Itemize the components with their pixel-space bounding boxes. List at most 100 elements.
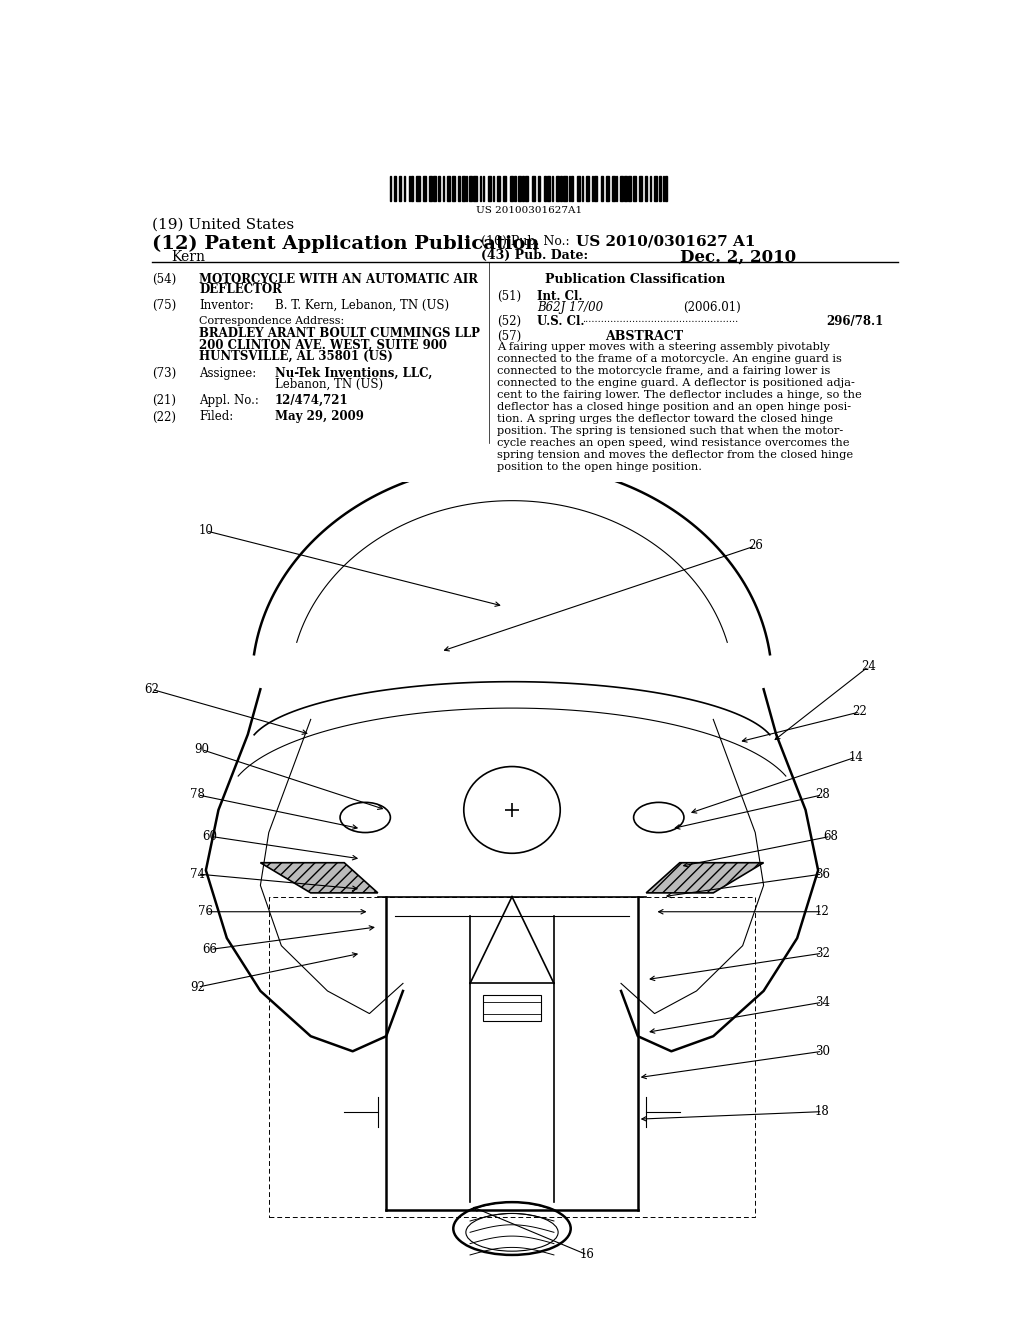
Bar: [447, 176, 451, 201]
Text: 16: 16: [580, 1249, 595, 1262]
Text: 76: 76: [199, 906, 213, 919]
Text: MOTORCYCLE WITH AN AUTOMATIC AIR: MOTORCYCLE WITH AN AUTOMATIC AIR: [200, 273, 478, 286]
Bar: [582, 176, 583, 201]
Text: position. The spring is tensioned such that when the motor-: position. The spring is tensioned such t…: [497, 426, 844, 437]
Text: Appl. No.:: Appl. No.:: [200, 395, 259, 407]
Bar: [433, 176, 436, 201]
Text: 296/78.1: 296/78.1: [826, 315, 884, 327]
Text: (12) Patent Application Publication: (12) Patent Application Publication: [152, 235, 540, 253]
Polygon shape: [260, 863, 378, 892]
Text: 32: 32: [815, 946, 829, 960]
Text: 30: 30: [815, 1045, 829, 1057]
Text: ABSTRACT: ABSTRACT: [605, 330, 683, 343]
Text: (52): (52): [497, 315, 521, 327]
Bar: [463, 176, 465, 201]
Text: 22: 22: [853, 705, 867, 718]
Text: US 20100301627A1: US 20100301627A1: [476, 206, 582, 215]
Text: U.S. Cl.: U.S. Cl.: [537, 315, 585, 327]
Text: deflector has a closed hinge position and an open hinge posi-: deflector has a closed hinge position an…: [497, 403, 851, 412]
Bar: [483, 176, 484, 201]
Bar: [390, 176, 391, 201]
Bar: [398, 176, 400, 201]
Bar: [571, 176, 573, 201]
Text: (43) Pub. Date:: (43) Pub. Date:: [481, 249, 588, 261]
Text: ..................................................: ........................................…: [582, 315, 738, 323]
Text: Filed:: Filed:: [200, 411, 233, 424]
Polygon shape: [646, 863, 764, 892]
Text: connected to the motorcycle frame, and a fairing lower is: connected to the motorcycle frame, and a…: [497, 367, 830, 376]
Bar: [594, 176, 597, 201]
Bar: [466, 176, 467, 201]
Bar: [664, 176, 665, 201]
Text: (57): (57): [497, 330, 521, 343]
Text: 36: 36: [815, 867, 829, 880]
Text: Correspondence Address:: Correspondence Address:: [200, 315, 345, 326]
Text: 90: 90: [195, 743, 209, 756]
Bar: [577, 176, 580, 201]
Text: 10: 10: [199, 524, 213, 537]
Text: Kern: Kern: [172, 249, 206, 264]
Bar: [616, 176, 617, 201]
Bar: [601, 176, 603, 201]
Bar: [644, 176, 647, 201]
Text: cent to the fairing lower. The deflector includes a hinge, so the: cent to the fairing lower. The deflector…: [497, 391, 862, 400]
Text: Inventor:: Inventor:: [200, 298, 254, 312]
Bar: [587, 176, 589, 201]
Text: 26: 26: [748, 540, 763, 552]
Bar: [409, 176, 410, 201]
Bar: [606, 176, 609, 201]
Bar: [563, 176, 566, 201]
Text: (19) United States: (19) United States: [152, 218, 294, 231]
Bar: [394, 176, 396, 201]
Bar: [525, 176, 528, 201]
Bar: [556, 176, 559, 201]
Text: 12: 12: [815, 906, 829, 919]
Bar: [521, 176, 524, 201]
Bar: [503, 176, 506, 201]
Text: 92: 92: [190, 981, 205, 994]
Text: tion. A spring urges the deflector toward the closed hinge: tion. A spring urges the deflector towar…: [497, 414, 834, 424]
Text: (10) Pub. No.:: (10) Pub. No.:: [481, 235, 569, 248]
Text: 200 CLINTON AVE. WEST, SUITE 900: 200 CLINTON AVE. WEST, SUITE 900: [200, 338, 447, 351]
Bar: [531, 176, 535, 201]
Bar: [480, 176, 481, 201]
Text: 62: 62: [144, 682, 159, 696]
Text: (51): (51): [497, 289, 521, 302]
Bar: [544, 176, 546, 201]
Bar: [538, 176, 541, 201]
Text: Int. Cl.: Int. Cl.: [537, 289, 583, 302]
Bar: [639, 176, 642, 201]
Bar: [510, 176, 513, 201]
Text: spring tension and moves the deflector from the closed hinge: spring tension and moves the deflector f…: [497, 450, 853, 461]
Bar: [429, 176, 431, 201]
Bar: [666, 176, 667, 201]
Text: connected to the frame of a motorcycle. An engine guard is: connected to the frame of a motorcycle. …: [497, 354, 842, 364]
Text: May 29, 2009: May 29, 2009: [274, 411, 364, 424]
Bar: [611, 176, 615, 201]
FancyBboxPatch shape: [482, 995, 542, 1022]
Bar: [624, 176, 627, 201]
Text: A fairing upper moves with a steering assembly pivotably: A fairing upper moves with a steering as…: [497, 342, 829, 352]
Text: 66: 66: [203, 942, 217, 956]
Bar: [560, 176, 562, 201]
Text: (73): (73): [152, 367, 176, 380]
Bar: [453, 176, 455, 201]
Bar: [621, 176, 623, 201]
Bar: [498, 176, 500, 201]
Bar: [658, 176, 662, 201]
Text: 78: 78: [190, 788, 205, 801]
Bar: [423, 176, 426, 201]
Bar: [569, 176, 570, 201]
Bar: [404, 176, 406, 201]
Text: B62J 17/00: B62J 17/00: [537, 301, 603, 314]
Text: B. T. Kern, Lebanon, TN (US): B. T. Kern, Lebanon, TN (US): [274, 298, 449, 312]
Bar: [650, 176, 651, 201]
Text: US 2010/0301627 A1: US 2010/0301627 A1: [577, 235, 756, 248]
Text: Publication Classification: Publication Classification: [545, 273, 725, 286]
Text: 28: 28: [815, 788, 829, 801]
Text: (75): (75): [152, 298, 176, 312]
Text: 34: 34: [815, 995, 829, 1008]
Bar: [592, 176, 593, 201]
Bar: [494, 176, 495, 201]
Bar: [487, 176, 490, 201]
